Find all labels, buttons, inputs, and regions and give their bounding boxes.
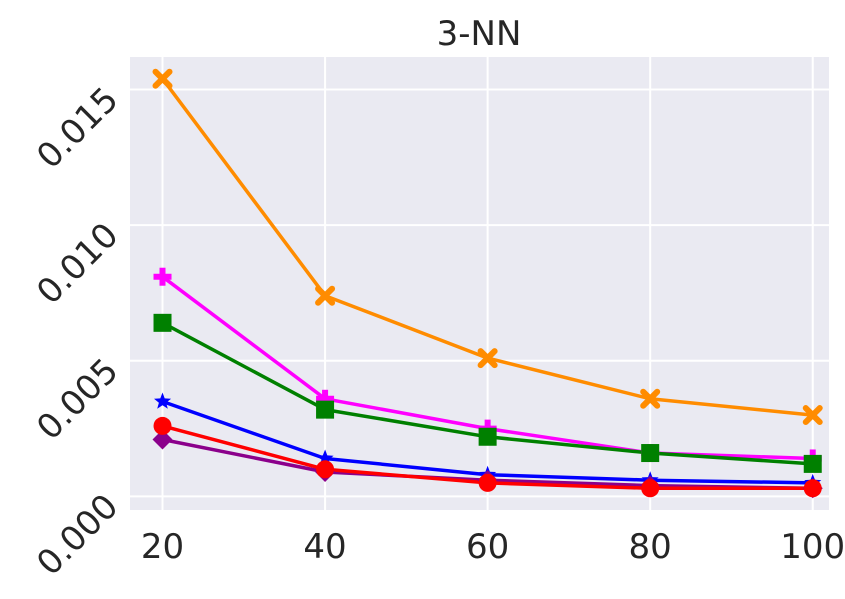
- circle-marker: [803, 479, 822, 498]
- grid: [130, 57, 829, 510]
- x-tick-label: 20: [141, 527, 184, 567]
- square-marker: [803, 454, 822, 473]
- x-marker: [802, 405, 823, 426]
- x-marker: [477, 348, 498, 369]
- x-tick-label: 40: [303, 527, 346, 567]
- circle-marker: [153, 416, 172, 435]
- star-marker: [316, 449, 334, 466]
- circle-marker: [478, 473, 497, 492]
- plus-marker: [153, 267, 172, 286]
- square-marker: [641, 444, 660, 463]
- series-markers: [152, 68, 823, 499]
- y-tick-labels: 0.000 0.005 0.010 0.015: [29, 80, 126, 584]
- y-tick-label: 0.015: [29, 80, 126, 177]
- x-tick-labels: 20 40 60 80 100: [141, 527, 845, 567]
- diamond-marker: [152, 429, 173, 450]
- square-marker: [316, 400, 335, 419]
- x-tick-label: 100: [780, 527, 845, 567]
- x-marker: [315, 285, 336, 306]
- x-marker: [640, 388, 661, 409]
- x-marker: [152, 68, 173, 89]
- star-marker: [154, 392, 172, 409]
- square-marker: [478, 427, 497, 446]
- circle-marker: [641, 479, 660, 498]
- x-tick-label: 80: [629, 527, 672, 567]
- y-tick-label: 0.010: [29, 215, 126, 312]
- x-tick-label: 60: [466, 527, 509, 567]
- chart-title: 3-NN: [437, 14, 522, 54]
- y-tick-label: 0.005: [29, 351, 126, 448]
- y-tick-label: 0.000: [29, 487, 126, 584]
- circle-marker: [316, 460, 335, 479]
- square-marker: [153, 313, 172, 332]
